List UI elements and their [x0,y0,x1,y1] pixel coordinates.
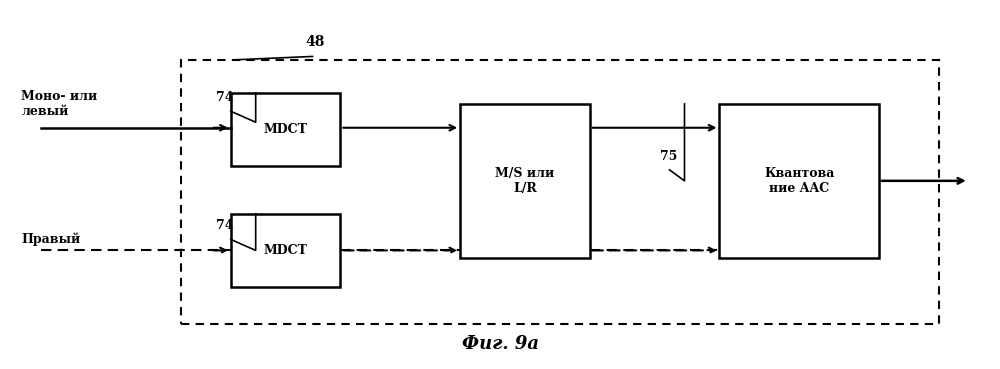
Bar [460,104,590,258]
Text: MDCT: MDCT [264,244,308,257]
Text: M/S или
L/R: M/S или L/R [495,167,555,195]
Text: MDCT: MDCT [264,123,308,136]
Text: Правый: Правый [21,233,81,246]
Bar [231,93,340,166]
Bar [719,104,879,258]
Text: 74: 74 [216,219,233,232]
Text: 74: 74 [216,91,233,104]
Bar [231,214,340,287]
Text: Квантова
ние AAC: Квантова ние AAC [764,167,834,195]
Text: Моно- или
левый: Моно- или левый [21,90,98,118]
Text: Фиг. 9а: Фиг. 9а [462,335,538,353]
Text: 48: 48 [306,35,325,49]
Text: 75: 75 [660,149,677,162]
